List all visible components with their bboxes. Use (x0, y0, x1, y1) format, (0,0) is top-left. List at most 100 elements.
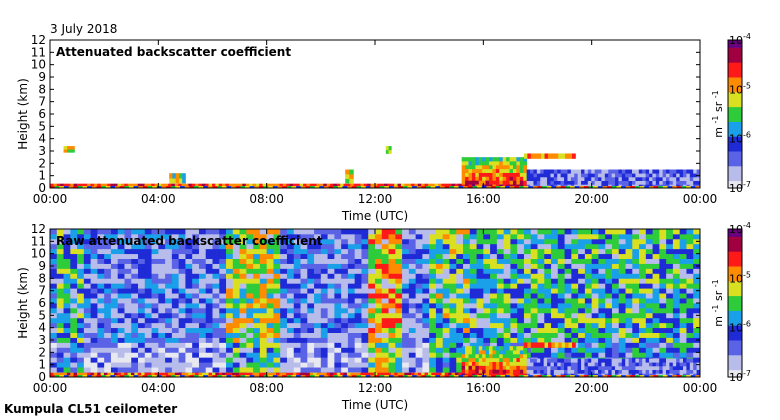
heatmap-cell (151, 307, 159, 314)
heatmap-cell (151, 303, 159, 309)
heatmap-cell (314, 347, 322, 353)
heatmap-cell (672, 229, 681, 235)
heatmap-cell (489, 164, 493, 170)
heatmap-cell (683, 358, 687, 363)
heatmap-cell (239, 362, 247, 368)
heatmap-cell (259, 322, 268, 329)
heatmap-cell (696, 176, 701, 181)
heatmap-cell (124, 298, 132, 304)
heatmap-cell (320, 352, 329, 358)
ground-signal-cell (421, 375, 427, 377)
heatmap-cell (117, 367, 125, 373)
heatmap-cell (478, 172, 483, 177)
heatmap-cell (181, 183, 186, 189)
heatmap-cell (117, 229, 125, 235)
heatmap-cell (198, 258, 207, 264)
heatmap-cell (280, 347, 288, 353)
heatmap-cell (50, 283, 58, 289)
heatmap-cell (683, 362, 687, 367)
heatmap-cell (293, 278, 301, 284)
heatmap-cell (235, 372, 240, 378)
heatmap-cell (280, 362, 288, 368)
heatmap-cell (527, 342, 532, 348)
heatmap-cell (273, 283, 281, 289)
heatmap-cell (541, 342, 545, 348)
heatmap-cell (471, 180, 476, 185)
heatmap-cell (598, 248, 606, 255)
heatmap-cell (228, 183, 233, 189)
heatmap-cell (679, 362, 684, 367)
heatmap-cell (320, 283, 329, 289)
heatmap-cell (560, 358, 565, 363)
heatmap-cell (533, 358, 538, 363)
heatmap-cell (171, 357, 180, 363)
heatmap-cell (238, 183, 243, 189)
heatmap-cell (517, 258, 525, 264)
heatmap-cell (557, 273, 565, 279)
heatmap-cell (442, 258, 450, 264)
heatmap-cell (212, 288, 220, 294)
heatmap-cell (696, 180, 701, 185)
heatmap-cell (83, 337, 92, 343)
heatmap-cell (266, 307, 274, 314)
heatmap-cell (232, 268, 240, 274)
ground-signal-cell (602, 375, 608, 377)
heatmap-cell (639, 327, 647, 333)
heatmap-cell (503, 293, 511, 299)
heatmap-cell (469, 268, 477, 274)
heatmap-cell (489, 369, 493, 374)
heatmap-cell (178, 258, 186, 264)
x-tick-label: 04:00 (141, 381, 176, 395)
heatmap-cell (578, 352, 586, 358)
heatmap-cell (300, 248, 308, 255)
heatmap-cell (259, 273, 268, 279)
heatmap-cell (482, 357, 487, 362)
heatmap-cell (388, 312, 396, 319)
colorbar-tick-label: 10-5 (729, 270, 751, 285)
heatmap-cell (537, 293, 545, 299)
heatmap-cell (645, 169, 650, 174)
heatmap-cell (117, 357, 125, 363)
heatmap-cell (605, 273, 613, 279)
heatmap-cell (300, 342, 308, 348)
heatmap-cell (645, 337, 654, 343)
heatmap-cell (463, 288, 471, 294)
heatmap-cell (526, 365, 531, 370)
heatmap-cell (387, 183, 392, 189)
heatmap-cell (185, 298, 193, 304)
heatmap-cell (490, 293, 498, 299)
ground-signal-cell (375, 375, 381, 377)
heatmap-cell (63, 317, 71, 324)
ground-signal-cell (147, 186, 153, 188)
heatmap-cell (557, 253, 565, 259)
heatmap-cell (492, 365, 497, 370)
heatmap-cell (604, 173, 609, 178)
heatmap-cell (611, 180, 616, 185)
colorbar-segment (728, 131, 742, 135)
heatmap-cell (465, 172, 469, 177)
ground-signal-cell (240, 186, 246, 188)
heatmap-cell (478, 361, 483, 366)
heatmap-cell (615, 176, 619, 181)
colorbar-segment (728, 81, 742, 85)
ground-signal-cell (398, 186, 404, 188)
heatmap-cell (618, 352, 626, 358)
heatmap-cell (517, 322, 525, 329)
heatmap-cell (245, 372, 250, 378)
heatmap-cell (543, 176, 548, 181)
heatmap-cell (232, 327, 240, 333)
ground-signal-cell (426, 375, 432, 377)
heatmap-cell (523, 347, 532, 353)
heatmap-cell (442, 248, 450, 255)
heatmap-cell (483, 238, 491, 245)
colorbar-segment (728, 359, 742, 363)
heatmap-cell (307, 303, 315, 309)
heatmap-cell (611, 312, 620, 319)
heatmap-cell (492, 180, 497, 185)
heatmap-cell (666, 169, 670, 174)
heatmap-cell (517, 337, 525, 343)
heatmap-cell (625, 253, 633, 259)
heatmap-cell (499, 361, 504, 366)
heatmap-cell (503, 322, 511, 329)
heatmap-cell (226, 288, 234, 294)
